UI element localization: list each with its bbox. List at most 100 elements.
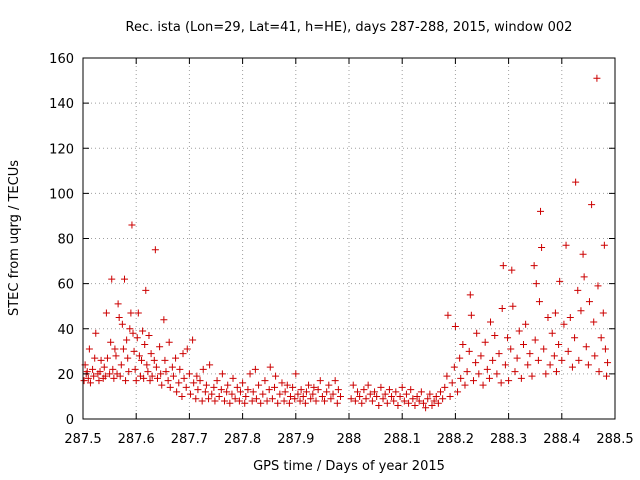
x-tick-labels: 287.5 287.6 287.7 287.8 287.9 288 288.1 288.2 28… xyxy=(64,432,633,447)
data-point xyxy=(235,397,243,405)
data-point xyxy=(515,327,523,335)
data-point xyxy=(126,325,134,333)
data-point xyxy=(206,361,214,369)
data-point xyxy=(450,363,458,371)
data-point xyxy=(495,350,503,358)
data-point xyxy=(215,392,223,400)
data-point xyxy=(239,379,247,387)
data-point xyxy=(164,377,172,385)
data-point xyxy=(145,332,153,340)
data-point xyxy=(144,368,152,376)
data-point xyxy=(584,361,592,369)
data-point xyxy=(132,377,140,385)
data-point xyxy=(202,381,210,389)
data-point xyxy=(314,386,322,394)
data-point xyxy=(351,397,359,405)
data-point xyxy=(530,262,538,270)
x-tick-label: 288.3 xyxy=(490,432,527,447)
data-point xyxy=(477,352,485,360)
data-point xyxy=(310,383,318,391)
data-point xyxy=(95,377,103,385)
data-point xyxy=(280,397,288,405)
data-point xyxy=(493,370,501,378)
data-point xyxy=(160,316,168,324)
data-point xyxy=(186,390,194,398)
x-tick-label: 287.5 xyxy=(64,432,101,447)
data-point xyxy=(498,304,506,312)
data-point xyxy=(491,332,499,340)
data-point xyxy=(161,356,169,364)
data-point xyxy=(272,372,280,380)
data-point xyxy=(504,334,512,342)
data-point xyxy=(513,354,521,362)
data-point xyxy=(568,363,576,371)
data-point xyxy=(285,399,293,407)
data-point xyxy=(302,388,310,396)
data-point xyxy=(437,388,445,396)
data-point xyxy=(485,374,493,382)
x-tick-label: 288.5 xyxy=(596,432,633,447)
data-point xyxy=(169,372,177,380)
data-point xyxy=(162,368,170,376)
data-point xyxy=(226,399,234,407)
data-point xyxy=(289,383,297,391)
data-point xyxy=(443,372,451,380)
data-point xyxy=(142,286,150,294)
data-point xyxy=(292,370,300,378)
data-point xyxy=(434,399,442,407)
data-point xyxy=(411,401,419,409)
data-point xyxy=(366,390,374,398)
data-point xyxy=(128,221,136,229)
data-point xyxy=(396,392,404,400)
data-point xyxy=(604,359,612,367)
y-tick-label: 100 xyxy=(49,187,74,202)
data-point xyxy=(550,352,558,360)
data-point xyxy=(213,377,221,385)
y-axis-label: STEC from uqrg / TECUs xyxy=(7,160,22,316)
data-point xyxy=(139,327,147,335)
data-point xyxy=(522,320,530,328)
data-point xyxy=(133,334,141,342)
data-point xyxy=(465,347,473,355)
data-point xyxy=(439,395,447,403)
data-point xyxy=(97,356,105,364)
data-point xyxy=(377,383,385,391)
data-point xyxy=(388,392,396,400)
data-point xyxy=(80,377,88,385)
data-point xyxy=(531,336,539,344)
data-point xyxy=(229,374,237,382)
data-point xyxy=(268,395,276,403)
data-point xyxy=(152,363,160,371)
data-point xyxy=(517,374,525,382)
data-point xyxy=(143,361,151,369)
data-point xyxy=(223,388,231,396)
data-point xyxy=(373,392,381,400)
data-point xyxy=(249,388,257,396)
data-point xyxy=(454,388,462,396)
data-point xyxy=(255,381,263,389)
data-point xyxy=(602,372,610,380)
data-point xyxy=(327,395,335,403)
data-point xyxy=(542,370,550,378)
data-point xyxy=(228,390,236,398)
data-point xyxy=(114,300,122,308)
data-point xyxy=(472,359,480,367)
data-point xyxy=(242,392,250,400)
data-point xyxy=(166,383,174,391)
data-point xyxy=(467,311,475,319)
data-point xyxy=(193,372,201,380)
y-tick-label: 80 xyxy=(57,233,74,248)
data-point xyxy=(451,322,459,330)
data-point xyxy=(575,356,583,364)
data-point xyxy=(535,298,543,306)
data-point xyxy=(505,377,513,385)
y-tick-label: 0 xyxy=(66,413,74,428)
data-point xyxy=(131,365,139,373)
data-point xyxy=(140,374,148,382)
data-point xyxy=(400,397,408,405)
data-point xyxy=(307,395,315,403)
data-point xyxy=(441,383,449,391)
data-point xyxy=(524,361,532,369)
data-point xyxy=(405,399,413,407)
data-point xyxy=(129,329,137,337)
